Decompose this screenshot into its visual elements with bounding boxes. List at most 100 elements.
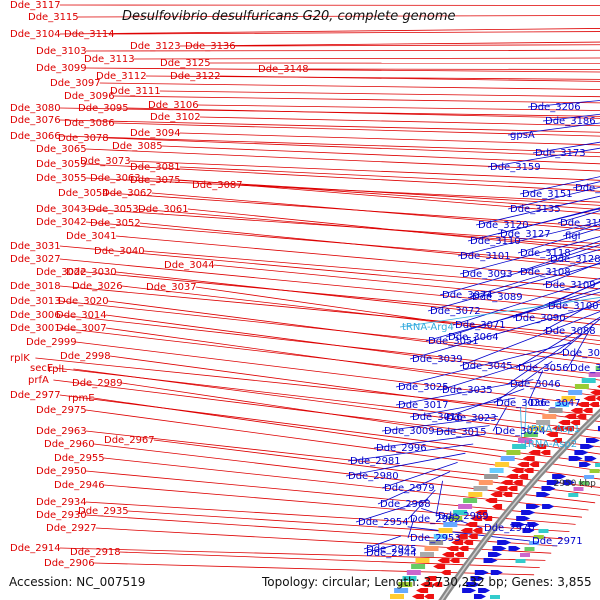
left-gene-label: Dde_3122 <box>170 71 221 82</box>
left-connector-line <box>234 44 600 47</box>
reverse-gene-arrow <box>508 546 521 551</box>
left-connector-line <box>59 300 600 359</box>
right-gene-label: Dde_3070 <box>570 363 600 374</box>
right-gene-label: Dde_3017 <box>398 400 449 411</box>
right-gene-label: Dde_3074 <box>442 290 493 301</box>
reverse-gene-arrow <box>541 486 556 491</box>
left-connector-line <box>85 221 600 265</box>
right-gene-label: Dde_3056 <box>518 363 569 374</box>
gene-category-block <box>588 372 600 377</box>
gene-category-block <box>453 510 468 515</box>
forward-gene-arrow <box>424 576 437 581</box>
left-gene-label: Dde_2946 <box>54 480 105 491</box>
left-gene-label: Dde_2930 <box>36 510 87 521</box>
left-connector-line <box>93 397 600 472</box>
left-gene-label: Dde_3094 <box>130 128 181 139</box>
reverse-gene-arrow <box>568 456 583 461</box>
left-gene-label: Dde_3111 <box>110 86 161 97</box>
right-connector-line <box>409 397 516 418</box>
right-gene-label: Dde_3150 <box>560 218 600 229</box>
right-gene-label: Dde_3118 <box>520 248 571 259</box>
left-gene-label: Dde_3055 <box>36 173 87 184</box>
left-connector-line <box>113 122 600 137</box>
gene-category-block <box>530 426 544 431</box>
right-gene-label: Dde_3046 <box>510 379 561 390</box>
scale-tick-label: 2950 kbp <box>553 479 596 489</box>
right-gene-label: Dde_2970 <box>484 523 535 534</box>
left-connector-line <box>85 470 583 518</box>
left-connector-line <box>85 177 600 203</box>
forward-gene-arrow <box>446 546 459 551</box>
left-gene-label: Dde_3007 <box>56 323 107 334</box>
forward-gene-arrow <box>451 540 464 545</box>
gene-category-block <box>595 463 600 467</box>
left-gene-label: secE <box>30 363 53 374</box>
right-gene-label: Dde_3051 <box>428 336 479 347</box>
gene-category-block <box>495 462 510 467</box>
gene-category-block <box>490 595 500 599</box>
right-gene-label: Dde_3186 <box>545 116 596 127</box>
right-gene-label: flgI <box>565 231 581 242</box>
reverse-gene-arrow <box>488 552 502 557</box>
label-connector-lines <box>35 4 600 576</box>
right-gene-label: Dde_2971 <box>532 536 583 547</box>
right-gene-label: Dde_2969 <box>438 511 489 522</box>
right-connector-line <box>435 480 443 517</box>
forward-gene-arrow <box>490 492 503 497</box>
forward-gene-arrow <box>442 552 454 557</box>
right-connector-line <box>363 544 395 554</box>
right-gene-label: Dde_3159 <box>490 162 541 173</box>
left-gene-label: Dde_3104 <box>10 29 61 40</box>
left-gene-label: Dde_3087 <box>192 180 243 191</box>
right-connector-line <box>542 262 600 286</box>
left-connector-line <box>219 75 600 82</box>
left-gene-label: Dde_3106 <box>148 100 199 111</box>
reverse-gene-arrow <box>492 546 507 551</box>
gene-category-block <box>515 559 526 563</box>
right-gene-label: Dde_2968 <box>380 499 431 510</box>
forward-gene-arrow <box>440 570 451 575</box>
right-gene-label: Dde_3036 <box>496 398 547 409</box>
backbone-highlight <box>441 411 600 600</box>
right-connector-line <box>515 316 600 369</box>
right-connector-line <box>475 195 600 226</box>
gene-category-block <box>429 540 444 545</box>
left-gene-label: prfA <box>28 375 49 386</box>
gene-category-block <box>448 516 463 521</box>
forward-gene-arrow <box>416 588 429 593</box>
left-gene-label: Dde_3095 <box>78 103 129 114</box>
left-gene-label: Dde_3103 <box>36 46 87 57</box>
forward-gene-arrow <box>517 462 530 467</box>
rna-connector-line <box>399 297 600 328</box>
gene-category-block <box>489 468 504 473</box>
left-connector-line <box>59 314 600 375</box>
left-connector-line <box>85 430 600 488</box>
forward-gene-arrow <box>590 390 600 395</box>
left-connector-line <box>213 264 600 303</box>
gene-category-block <box>438 528 453 533</box>
forward-gene-arrow <box>558 420 571 425</box>
right-gene-label: Dde_2980 <box>348 471 399 482</box>
left-connector-line <box>113 95 600 104</box>
right-gene-label: gpsA <box>510 130 535 141</box>
gene-category-block <box>568 493 579 497</box>
left-connector-line <box>115 271 600 326</box>
reverse-gene-arrow <box>483 558 498 563</box>
right-connector-line <box>407 489 436 520</box>
reverse-gene-arrow <box>562 480 575 485</box>
left-gene-label: Dde_3115 <box>28 12 79 23</box>
reverse-gene-arrow <box>516 516 531 521</box>
reverse-gene-arrow <box>511 522 526 527</box>
left-gene-label: Dde_3006 <box>10 310 61 321</box>
rna-connector-line <box>520 406 523 445</box>
gene-category-block <box>574 384 589 389</box>
gene-category-block <box>512 444 527 449</box>
left-gene-label: Dde_3062 <box>102 188 153 199</box>
reverse-gene-arrow <box>497 540 512 545</box>
gene-category-block <box>394 588 409 593</box>
reverse-gene-arrow <box>522 528 535 533</box>
left-connector-line <box>105 314 600 381</box>
right-gene-label: Dde_3127 <box>500 229 551 240</box>
left-connector-line <box>105 327 600 397</box>
